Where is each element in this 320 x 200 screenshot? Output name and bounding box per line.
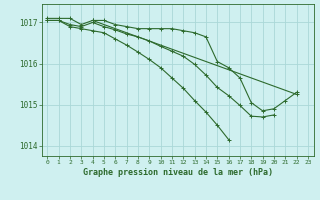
X-axis label: Graphe pression niveau de la mer (hPa): Graphe pression niveau de la mer (hPa) bbox=[83, 168, 273, 177]
